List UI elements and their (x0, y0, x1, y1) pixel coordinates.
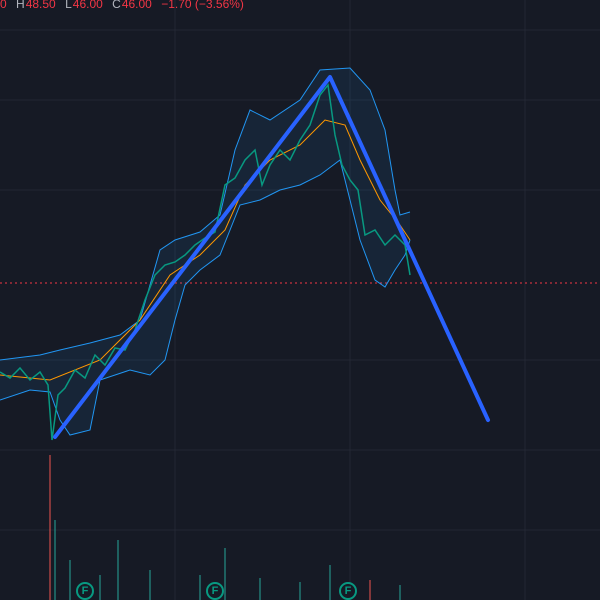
trend-line (53, 75, 490, 439)
close-key: C (112, 0, 121, 11)
cut-label: 0 (0, 0, 7, 11)
high-value: 48.50 (25, 0, 56, 11)
band-upper (0, 67, 411, 361)
marker-badge[interactable] (76, 582, 94, 600)
band-fill (0, 68, 410, 435)
low-value: 46.00 (72, 0, 103, 11)
change: −1.70 (−3.56%) (161, 0, 244, 11)
marker-badge[interactable] (339, 582, 357, 600)
band-lower (0, 159, 411, 436)
marker-label: F (82, 585, 89, 597)
high-key: H (16, 0, 25, 11)
marker-label: F (345, 585, 352, 597)
marker-badge[interactable] (206, 582, 224, 600)
close-value: 46.00 (121, 0, 152, 11)
ohlc-legend: 0 H48.50 L46.00 C46.00 −1.70 (−3.56%) (0, 0, 250, 10)
marker-label: F (212, 585, 219, 597)
low-key: L (65, 0, 72, 11)
volume-bars (49, 455, 401, 600)
